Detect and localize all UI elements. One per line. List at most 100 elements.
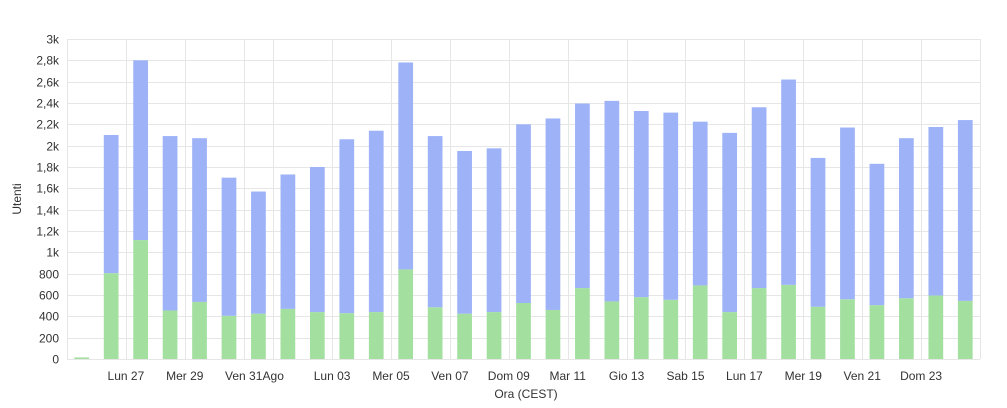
- bar-segment-series-1[interactable]: [280, 308, 296, 359]
- bar-segment-series-1[interactable]: [133, 240, 148, 359]
- bar-segment-series-1[interactable]: [309, 312, 325, 359]
- bar-segment-series-1[interactable]: [516, 303, 531, 359]
- x-tick-label: Lun 17: [726, 369, 763, 383]
- bar-segment-series-1[interactable]: [545, 309, 561, 359]
- x-tick-label: Mar 11: [549, 369, 586, 383]
- bar-segment-series-1[interactable]: [486, 312, 502, 359]
- bar-segment-series-2[interactable]: [162, 136, 178, 311]
- y-tick-label: 1k: [46, 246, 60, 260]
- x-tick-label: Ven 21: [844, 369, 882, 383]
- x-tick-label: Mer 05: [372, 369, 410, 383]
- bar-segment-series-1[interactable]: [162, 310, 178, 359]
- bar-segment-series-2[interactable]: [840, 127, 855, 300]
- x-tick-label: Lun 27: [108, 369, 145, 383]
- x-axis-ticks: Lun 27 Mer 29 Ven 31 Ago Lun 03 Mer 05 Ven 07 D…: [108, 369, 943, 383]
- y-tick-label: 2k: [46, 140, 60, 154]
- bar-segment-series-1[interactable]: [928, 295, 944, 359]
- y-tick-label: 2,6k: [36, 76, 60, 90]
- bar-segment-series-1[interactable]: [575, 288, 590, 359]
- bar-segment-series-2[interactable]: [398, 62, 414, 270]
- x-axis-title: Ora (CEST): [494, 387, 557, 401]
- bar-segment-series-1[interactable]: [251, 313, 266, 359]
- bar-segment-series-1[interactable]: [899, 298, 914, 359]
- bar-segment-series-1[interactable]: [957, 300, 973, 359]
- bar-segment-series-2[interactable]: [604, 100, 620, 302]
- y-tick-label: 1,8k: [36, 161, 60, 175]
- bar-segment-series-2[interactable]: [103, 135, 119, 274]
- bar-segment-series-1[interactable]: [398, 269, 414, 359]
- bar-segment-series-2[interactable]: [545, 118, 561, 310]
- bar-segment-series-2[interactable]: [957, 120, 973, 301]
- bar-segment-series-2[interactable]: [221, 177, 237, 316]
- bar-segment-series-1[interactable]: [457, 313, 472, 359]
- bar-segment-series-1[interactable]: [604, 301, 620, 359]
- y-tick-label: 600: [39, 289, 59, 303]
- bar-segment-series-2[interactable]: [339, 139, 355, 314]
- bar-segment-series-1[interactable]: [633, 297, 649, 359]
- y-tick-label: 1,4k: [36, 204, 60, 218]
- bar-segment-series-1[interactable]: [751, 288, 767, 359]
- bar-segment-series-1[interactable]: [221, 315, 237, 359]
- bar-segment-series-1[interactable]: [368, 312, 384, 359]
- bar-segment-series-2[interactable]: [192, 138, 207, 302]
- bar-segment-series-2[interactable]: [309, 167, 325, 313]
- x-tick-label: Ago: [263, 369, 285, 383]
- bar-segment-series-2[interactable]: [133, 60, 148, 241]
- y-tick-label: 400: [39, 310, 59, 324]
- bar-segment-series-2[interactable]: [869, 163, 885, 306]
- bar-segment-series-2[interactable]: [899, 138, 914, 299]
- bar-segment-series-2[interactable]: [575, 103, 590, 289]
- bar-segment-series-2[interactable]: [722, 132, 738, 313]
- bar-segment-series-2[interactable]: [692, 121, 708, 286]
- bar-segment-series-1[interactable]: [74, 357, 90, 359]
- bar-segment-series-2[interactable]: [280, 174, 296, 309]
- x-tick-label: Lun 03: [314, 369, 351, 383]
- x-tick-label: Sab 15: [666, 369, 704, 383]
- bar-segment-series-1[interactable]: [869, 305, 885, 359]
- bars: [74, 60, 973, 359]
- y-tick-label: 200: [39, 332, 59, 346]
- y-tick-label: 2,4k: [36, 97, 60, 111]
- bar-segment-series-2[interactable]: [751, 107, 767, 289]
- y-tick-label: 2,2k: [36, 118, 60, 132]
- y-axis-title: Utenti: [10, 183, 24, 214]
- y-tick-label: 1,2k: [36, 225, 60, 239]
- bar-segment-series-2[interactable]: [516, 124, 531, 303]
- bar-segment-series-1[interactable]: [840, 299, 855, 359]
- y-tick-label: 3k: [46, 33, 60, 47]
- bar-segment-series-1[interactable]: [663, 299, 679, 359]
- x-tick-label: Mer 29: [166, 369, 204, 383]
- y-tick-label: 2,8k: [36, 54, 60, 68]
- y-axis-ticks: 0 200 400 600 800 1k 1,2k 1,4k 1,6k 1,8k 2k 2,2k 2,4…: [36, 33, 60, 367]
- y-tick-label: 1,6k: [36, 182, 60, 196]
- bar-segment-series-1[interactable]: [339, 313, 355, 359]
- bar-segment-series-1[interactable]: [781, 284, 796, 359]
- y-tick-label: 0: [52, 353, 59, 367]
- bar-segment-series-2[interactable]: [368, 130, 384, 313]
- bar-segment-series-1[interactable]: [692, 285, 708, 359]
- y-tick-label: 800: [39, 268, 59, 282]
- bar-segment-series-1[interactable]: [722, 312, 738, 359]
- bar-segment-series-2[interactable]: [781, 79, 796, 285]
- bar-segment-series-2[interactable]: [457, 151, 472, 314]
- bar-segment-series-2[interactable]: [251, 191, 266, 314]
- x-tick-label: Ven 07: [431, 369, 469, 383]
- x-tick-label: Gio 13: [609, 369, 645, 383]
- grid-lines: [67, 39, 981, 360]
- x-tick-label: Dom 09: [488, 369, 530, 383]
- bar-segment-series-2[interactable]: [486, 148, 502, 313]
- bar-segment-series-2[interactable]: [427, 136, 443, 308]
- x-tick-label: Dom 23: [900, 369, 942, 383]
- x-tick-label: Mer 19: [785, 369, 823, 383]
- bar-segment-series-2[interactable]: [663, 112, 679, 300]
- bar-segment-series-2[interactable]: [928, 127, 944, 296]
- bar-segment-series-1[interactable]: [192, 301, 207, 359]
- bar-segment-series-1[interactable]: [103, 273, 119, 359]
- bar-segment-series-2[interactable]: [810, 157, 826, 307]
- bar-segment-series-1[interactable]: [810, 306, 826, 359]
- x-tick-label: Ven 31: [225, 369, 263, 383]
- bar-segment-series-1[interactable]: [427, 307, 443, 359]
- bar-segment-series-2[interactable]: [633, 111, 649, 298]
